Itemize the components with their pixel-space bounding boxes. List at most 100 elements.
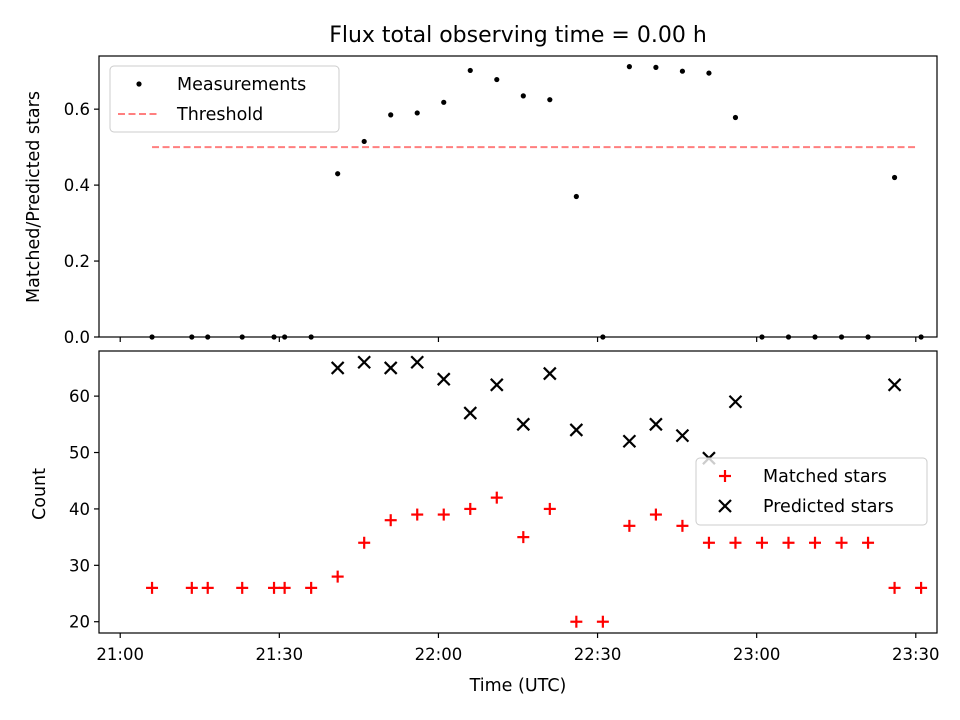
matched-stars-point bbox=[201, 581, 214, 594]
matched-stars-point bbox=[862, 536, 875, 549]
bottom-y-tick-label: 50 bbox=[69, 444, 90, 463]
matched-stars-point bbox=[411, 508, 424, 521]
bottom-x-tick-label: 23:30 bbox=[892, 645, 940, 664]
bottom-x-tick-label: 22:30 bbox=[574, 645, 622, 664]
matched-stars-point bbox=[623, 519, 636, 532]
matched-stars-point bbox=[146, 581, 159, 594]
matched-stars-point bbox=[490, 491, 503, 504]
matched-stars-point bbox=[464, 502, 477, 515]
measurements-legend-marker bbox=[136, 81, 142, 87]
predicted-stars-point bbox=[490, 378, 504, 392]
matched-stars-point bbox=[809, 536, 822, 549]
bottom-x-tick-label: 21:00 bbox=[96, 645, 144, 664]
matched-stars-point bbox=[649, 508, 662, 521]
bottom-y-tick-label: 30 bbox=[69, 556, 90, 575]
top-axes-frame bbox=[98, 55, 938, 338]
matched-stars-point bbox=[729, 536, 742, 549]
measurement-point bbox=[679, 68, 686, 74]
matched-stars-point bbox=[517, 531, 530, 544]
matched-stars-point bbox=[596, 615, 609, 628]
measurement-point bbox=[467, 67, 473, 74]
measurement-point bbox=[653, 64, 659, 70]
measurement-point bbox=[361, 138, 367, 145]
bottom-panel: Count Time (UTC) 20 30 40 50 60 21:00 21:30 22… bbox=[30, 350, 940, 696]
predicted-stars-point bbox=[543, 366, 557, 381]
predicted-stars-point bbox=[463, 406, 478, 420]
top-legend-box bbox=[109, 65, 340, 133]
bottom-y-ticks: 20 30 40 50 60 bbox=[69, 387, 99, 632]
matched-stars-point bbox=[358, 536, 371, 549]
matched-stars-point bbox=[676, 519, 689, 532]
matched-stars-point bbox=[543, 502, 556, 515]
predicted-stars-point bbox=[622, 434, 637, 449]
predicted-stars-point bbox=[887, 378, 902, 392]
predicted-stars-series bbox=[330, 355, 902, 465]
measurement-point bbox=[626, 64, 632, 70]
predicted-stars-point bbox=[649, 417, 663, 432]
predicted-stars-point bbox=[410, 355, 425, 370]
matched-stars-point bbox=[782, 536, 795, 549]
matched-stars-point bbox=[384, 514, 397, 527]
top-panel: Flux total observing time = 0.00 h Match… bbox=[24, 23, 938, 347]
matched-stars-legend-label: Matched stars bbox=[763, 467, 887, 487]
bottom-y-axis-label: Count bbox=[30, 468, 50, 520]
matched-stars-point bbox=[702, 536, 715, 549]
top-y-tick-label: 0.2 bbox=[64, 252, 90, 271]
measurement-point bbox=[573, 193, 579, 200]
predicted-stars-point bbox=[436, 372, 451, 386]
predicted-stars-legend-marker bbox=[718, 499, 732, 513]
matched-stars-point bbox=[835, 536, 848, 549]
bottom-y-tick-label: 20 bbox=[69, 613, 90, 632]
bottom-x-axis-label: Time (UTC) bbox=[469, 676, 567, 696]
predicted-stars-point bbox=[569, 423, 584, 437]
measurement-point bbox=[414, 110, 420, 116]
matched-stars-point bbox=[915, 581, 928, 594]
measurement-point bbox=[335, 171, 341, 177]
predicted-stars-point bbox=[330, 361, 345, 375]
measurement-point bbox=[706, 70, 712, 76]
bottom-x-tick-label: 21:30 bbox=[256, 645, 304, 664]
matched-stars-point bbox=[570, 615, 583, 628]
bottom-y-tick-label: 40 bbox=[69, 500, 90, 519]
top-y-tick-label: 0.6 bbox=[64, 100, 90, 119]
top-y-tick-label: 0.0 bbox=[64, 328, 90, 347]
threshold-legend-label: Threshold bbox=[176, 105, 263, 125]
bottom-legend-box bbox=[695, 457, 928, 526]
predicted-stars-point bbox=[728, 394, 743, 409]
measurement-point bbox=[547, 97, 553, 103]
measurement-point bbox=[891, 174, 898, 181]
matched-stars-point bbox=[185, 581, 198, 594]
matched-stars-point bbox=[331, 570, 344, 583]
bottom-legend: Matched stars Predicted stars bbox=[695, 457, 928, 526]
top-y-ticks: 0.0 0.2 0.4 0.6 bbox=[64, 100, 99, 347]
measurement-point bbox=[441, 99, 447, 105]
matched-stars-point bbox=[437, 508, 450, 521]
matched-stars-point bbox=[268, 581, 281, 594]
bottom-axes-frame bbox=[98, 350, 938, 634]
predicted-stars-legend-label: Predicted stars bbox=[763, 497, 894, 517]
measurement-point bbox=[732, 114, 739, 121]
top-y-tick-label: 0.4 bbox=[64, 176, 90, 195]
predicted-stars-point bbox=[516, 417, 531, 432]
matched-stars-series bbox=[146, 491, 928, 628]
matched-stars-point bbox=[888, 581, 901, 594]
top-x-ticks bbox=[119, 337, 917, 342]
measurement-point bbox=[494, 76, 500, 83]
measurement-point bbox=[388, 112, 394, 118]
top-legend: Measurements Threshold bbox=[109, 65, 340, 133]
matched-stars-point bbox=[236, 581, 249, 594]
predicted-stars-point bbox=[357, 355, 371, 370]
top-y-axis-label: Matched/Predicted stars bbox=[24, 91, 44, 303]
measurement-point bbox=[520, 93, 526, 99]
matched-stars-point bbox=[755, 536, 768, 549]
bottom-x-ticks: 21:00 21:30 22:00 22:30 23:00 23:30 bbox=[96, 633, 940, 664]
top-chart-title: Flux total observing time = 0.00 h bbox=[329, 23, 707, 48]
matched-stars-point bbox=[278, 581, 291, 594]
matched-stars-legend-marker bbox=[719, 470, 731, 482]
predicted-stars-point bbox=[383, 361, 398, 375]
matched-stars-point bbox=[305, 581, 318, 594]
bottom-x-tick-label: 22:00 bbox=[415, 645, 463, 664]
measurements-legend-label: Measurements bbox=[177, 75, 306, 95]
predicted-stars-point bbox=[675, 428, 690, 443]
